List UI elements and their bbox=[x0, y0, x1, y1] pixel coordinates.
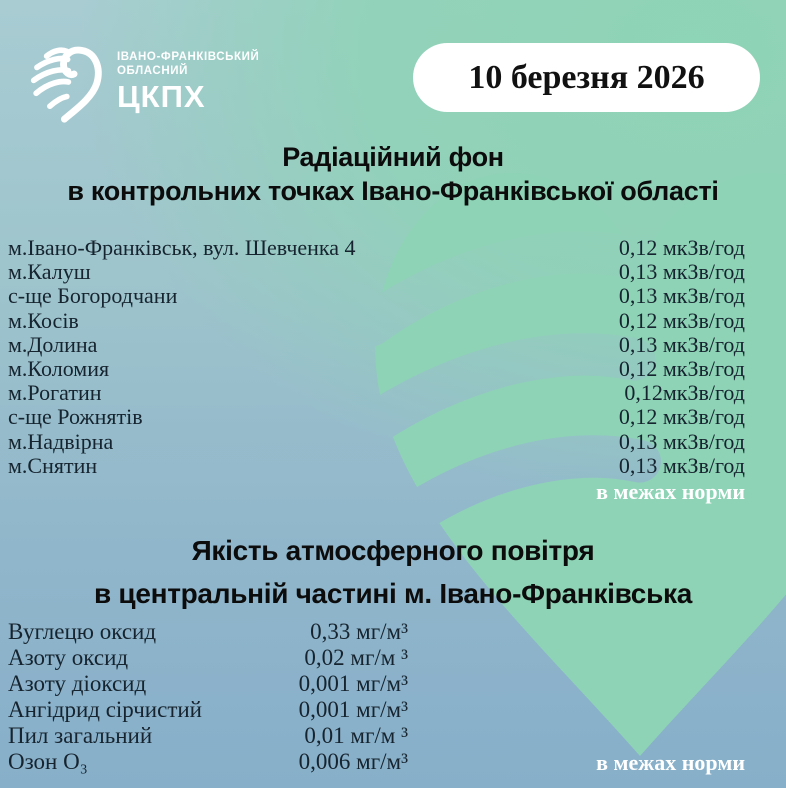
radiation-value: 0,13 мкЗв/год bbox=[618, 331, 745, 357]
air-substance: Озон О₃ bbox=[8, 749, 88, 774]
air-value: 0,001 мг/м³ bbox=[298, 671, 408, 696]
air-quality-reading-row: Азоту діоксид 0,001 мг/м³ bbox=[8, 671, 408, 697]
org-name-line1: ІВАНО-ФРАНКІВСЬКИЙ bbox=[117, 51, 260, 63]
radiation-value: 0,12 мкЗв/год bbox=[618, 307, 745, 333]
radiation-value: 0,12 мкЗв/год bbox=[618, 235, 745, 260]
radiation-value: 0,13 мкЗв/год bbox=[618, 428, 745, 454]
air-quality-reading-row: Азоту оксид 0,02 мг/м ³ bbox=[8, 645, 408, 671]
radiation-location: с-ще Рожнятів bbox=[8, 404, 143, 430]
radiation-title-line2: в контрольних точках Івано-Франківської … bbox=[67, 176, 719, 206]
radiation-location: м.Івано-Франківськ, вул. Шевченка 4 bbox=[8, 235, 356, 260]
air-substance: Ангідрид сірчистий bbox=[8, 697, 202, 722]
radiation-value: 0,12мкЗв/год bbox=[624, 380, 745, 406]
radiation-reading-row: м.Снятин 0,13 мкЗв/год bbox=[8, 452, 745, 478]
radiation-reading-row: м.Рогатин 0,12мкЗв/год bbox=[8, 381, 745, 405]
air-value: 0,02 мг/м ³ bbox=[304, 645, 408, 670]
air-value: 0,01 мг/м ³ bbox=[304, 723, 408, 748]
air-quality-readings-list: Вуглецю оксид 0,33 мг/м³ Азоту оксид 0,0… bbox=[8, 619, 408, 775]
radiation-reading-row: с-ще Рожнятів 0,12 мкЗв/год bbox=[8, 405, 745, 429]
radiation-reading-row: м.Коломия 0,12 мкЗв/год bbox=[8, 356, 745, 382]
radiation-location: м.Коломия bbox=[8, 356, 110, 382]
heart-shield-logo-icon bbox=[30, 46, 102, 123]
date-text: 10 березня 2026 bbox=[468, 58, 705, 96]
radiation-reading-row: м.Надвірна 0,13 мкЗв/год bbox=[8, 428, 745, 454]
radiation-value: 0,12 мкЗв/год bbox=[618, 356, 745, 382]
air-value: 0,006 мг/м³ bbox=[298, 749, 408, 774]
air-value: 0,001 мг/м³ bbox=[298, 697, 408, 722]
radiation-title-line1: Радіаційний фон bbox=[282, 142, 504, 172]
air-quality-status-label: в межах норми bbox=[596, 750, 745, 775]
air-substance: Азоту оксид bbox=[8, 645, 129, 670]
radiation-value: 0,13 мкЗв/год bbox=[618, 259, 745, 285]
air-title-line1: Якість атмосферного повітря bbox=[191, 535, 595, 566]
radiation-location: м.Долина bbox=[8, 331, 98, 357]
radiation-reading-row: м.Івано-Франківськ, вул. Шевченка 4 0,12… bbox=[8, 235, 745, 260]
air-quality-section-title: Якість атмосферного повітря в центральні… bbox=[0, 529, 786, 615]
radiation-value: 0,13 мкЗв/год bbox=[618, 452, 745, 478]
radiation-location: с-ще Богородчани bbox=[8, 283, 178, 309]
air-quality-reading-row: Озон О₃ 0,006 мг/м³ bbox=[8, 749, 408, 775]
radiation-section-title: Радіаційний фон в контрольних точках Іва… bbox=[0, 140, 786, 208]
air-title-line2: в центральній частині м. Івано-Франківсь… bbox=[94, 578, 692, 609]
radiation-location: м.Рогатин bbox=[8, 380, 102, 406]
radiation-location: м.Надвірна bbox=[8, 428, 114, 454]
air-substance: Пил загальний bbox=[8, 723, 153, 748]
air-substance: Вуглецю оксид bbox=[8, 619, 157, 644]
org-abbreviation: ЦКПХ bbox=[117, 79, 206, 114]
radiation-reading-row: м.Калуш 0,13 мкЗв/год bbox=[8, 260, 745, 284]
air-quality-reading-row: Пил загальний 0,01 мг/м ³ bbox=[8, 723, 408, 749]
radiation-value: 0,13 мкЗв/год bbox=[618, 283, 745, 309]
air-value: 0,33 мг/м³ bbox=[310, 619, 408, 644]
radiation-location: м.Снятин bbox=[8, 452, 98, 478]
air-quality-reading-row: Ангідрид сірчистий 0,001 мг/м³ bbox=[8, 697, 408, 723]
radiation-location: м.Косів bbox=[8, 307, 79, 333]
org-name: ІВАНО-ФРАНКІВСЬКИЙ ОБЛАСНИЙ ЦКПХ bbox=[117, 50, 259, 114]
radiation-readings-list: м.Івано-Франківськ, вул. Шевченка 4 0,12… bbox=[8, 235, 745, 478]
date-badge: 10 березня 2026 bbox=[413, 43, 760, 112]
radiation-location: м.Калуш bbox=[8, 259, 91, 285]
radiation-reading-row: с-ще Богородчани 0,13 мкЗв/год bbox=[8, 284, 745, 308]
radiation-status-label: в межах норми bbox=[596, 479, 745, 504]
radiation-reading-row: м.Косів 0,12 мкЗв/год bbox=[8, 307, 745, 333]
air-quality-reading-row: Вуглецю оксид 0,33 мг/м³ bbox=[8, 619, 408, 645]
air-substance: Азоту діоксид bbox=[8, 671, 147, 696]
org-name-line2: ОБЛАСНИЙ bbox=[117, 65, 188, 77]
radiation-reading-row: м.Долина 0,13 мкЗв/год bbox=[8, 331, 745, 357]
header: ІВАНО-ФРАНКІВСЬКИЙ ОБЛАСНИЙ ЦКПХ bbox=[25, 40, 259, 124]
radiation-value: 0,12 мкЗв/год bbox=[618, 404, 745, 430]
